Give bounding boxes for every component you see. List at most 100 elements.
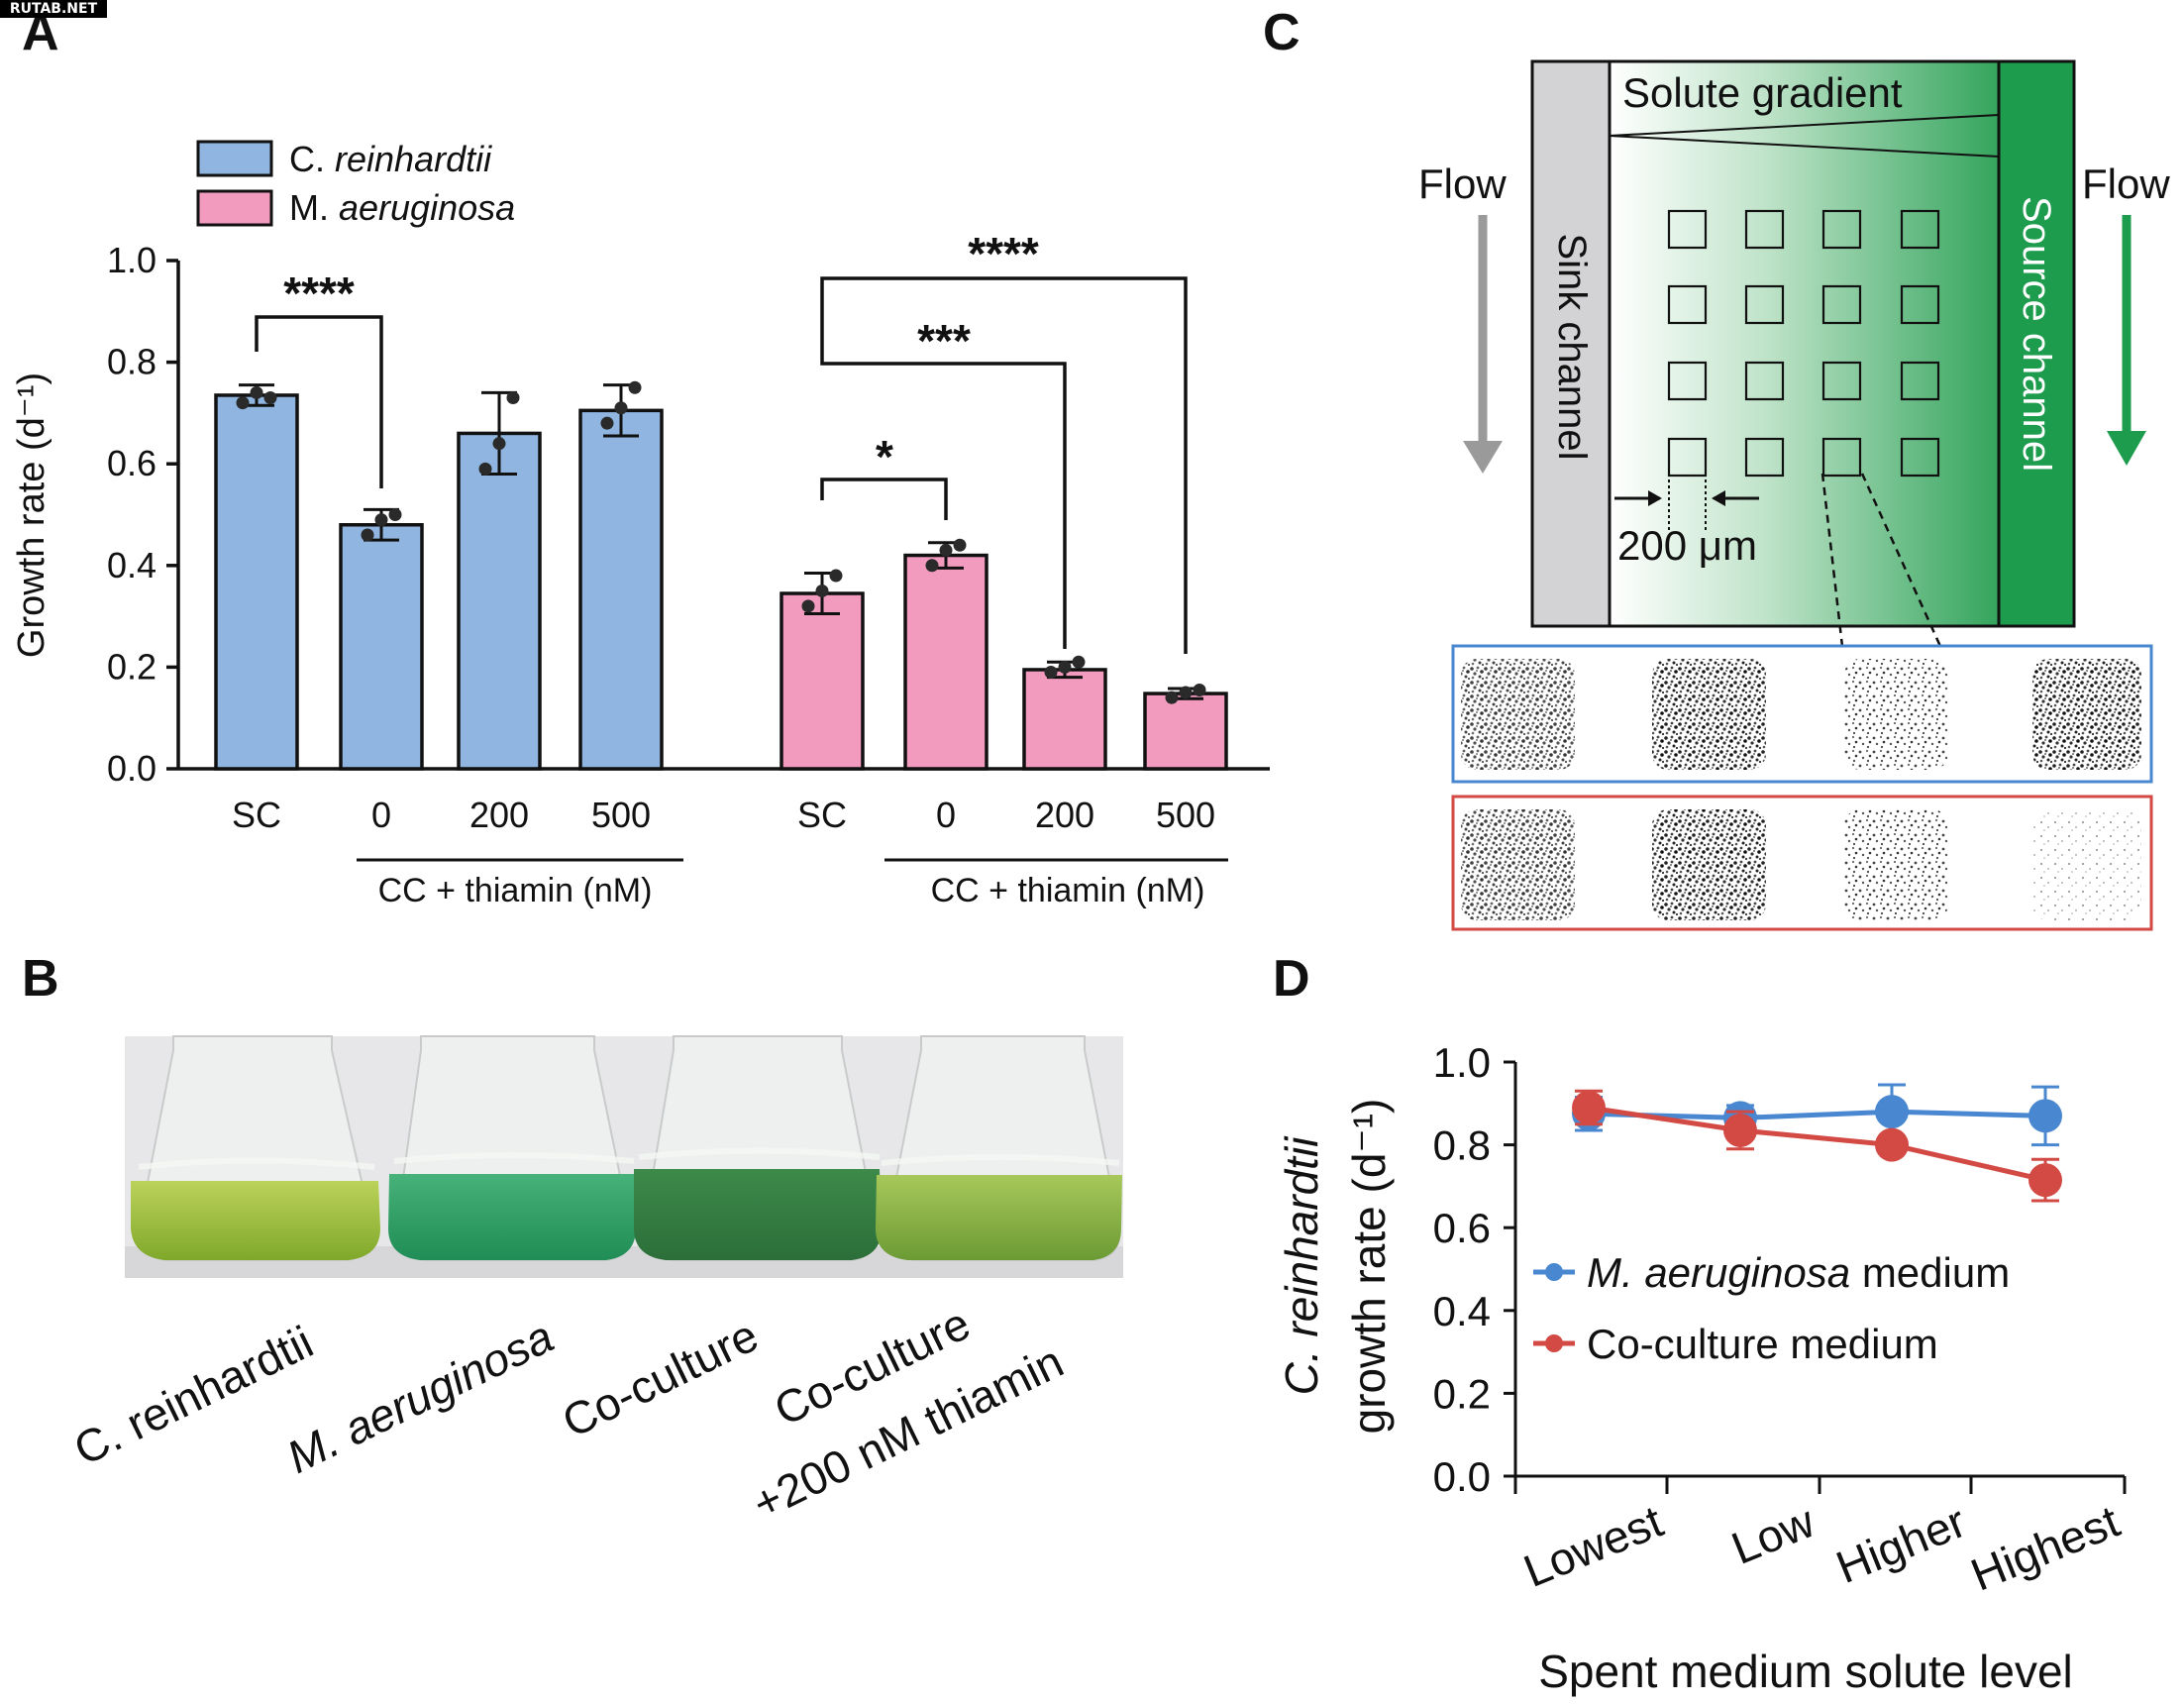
y-axis-label-a: Growth rate (d⁻¹) — [11, 373, 52, 658]
y-tick-label-a: 0.6 — [107, 443, 156, 483]
x-tick-label-a: 0 — [371, 795, 391, 835]
data-point — [1044, 666, 1058, 680]
bar — [457, 431, 542, 771]
legend-label-d-1: M. aeruginosa medium — [1587, 1249, 2010, 1296]
data-point — [388, 508, 402, 521]
data-point — [1072, 655, 1086, 669]
sig-label-4: **** — [968, 228, 1039, 279]
series-point-d — [1572, 1090, 1606, 1124]
chip-outline — [1530, 59, 2076, 628]
y-tick-label-a: 0.0 — [107, 748, 156, 789]
significance-brackets — [255, 276, 1188, 654]
bar — [903, 553, 988, 771]
x-tick-label-a: 500 — [1156, 795, 1215, 835]
bar — [578, 408, 664, 771]
chamber — [1744, 284, 1785, 325]
panel-label-b: B — [22, 950, 59, 1008]
micrograph-blue-3 — [1844, 659, 1948, 770]
flow-arrow-gray — [1463, 215, 1503, 474]
data-point — [614, 401, 628, 415]
series-line-d — [1588, 1105, 2046, 1183]
legend-label-m-aeruginosa: M. aeruginosa — [289, 187, 515, 228]
panel-label-c: C — [1263, 4, 1300, 61]
flask-photo — [125, 1035, 1123, 1278]
group-sublabel-1: CC + thiamin (nM) — [378, 872, 653, 909]
bar — [1022, 668, 1107, 771]
micrograph-blue-1 — [1461, 659, 1575, 770]
data-point — [925, 559, 939, 573]
sig-bracket-1 — [255, 315, 383, 488]
legend-label-c-reinhardtii: C. reinhardtii — [289, 139, 492, 179]
legend-marker-blue — [1545, 1263, 1563, 1281]
flow-arrow-green — [2107, 215, 2146, 466]
bar — [339, 523, 424, 771]
scale-bar-label: 200 μm — [1617, 522, 1757, 569]
flask-label-2: M. aeruginosa — [279, 1310, 562, 1483]
data-point — [628, 380, 642, 394]
x-tick-labels-a: SC 0 200 500 SC 0 200 500 — [232, 795, 1215, 835]
series-point-d — [1875, 1127, 1909, 1162]
sig-bracket-2 — [820, 478, 948, 520]
sink-channel — [1530, 59, 1612, 628]
chamber — [1821, 361, 1862, 401]
series-point-d — [2028, 1099, 2062, 1133]
legend-label-d-2: Co-culture medium — [1587, 1321, 1938, 1367]
chamber — [1744, 209, 1785, 250]
panel-c: C Sink channel Source channel Solute gra… — [1263, 4, 2170, 931]
data-point — [829, 569, 843, 583]
micrograph-blue-2 — [1652, 659, 1766, 770]
data-point — [815, 584, 829, 597]
scale-bar — [1614, 474, 1759, 530]
zoom-line-2 — [1860, 473, 1950, 665]
chamber — [1900, 361, 1940, 401]
panel-a: A C. reinhardtii M. aeruginosa 0.00.20.4… — [11, 4, 1270, 909]
y-tick-label-d: 0.2 — [1433, 1370, 1491, 1417]
chamber — [1821, 209, 1862, 250]
foam-lines — [138, 1147, 1120, 1170]
data-point — [374, 513, 388, 527]
chamber — [1667, 437, 1708, 478]
data-point — [236, 396, 250, 410]
flow-right-label: Flow — [2082, 160, 2170, 207]
flask-label-1: C. reinhardtii — [66, 1316, 321, 1475]
x-tick-label-d: Low — [1724, 1495, 1821, 1574]
data-point — [600, 416, 614, 430]
flask-1-liquid — [131, 1181, 380, 1260]
panel-b: B C. reinhardtii M. aeruginosa Co-cultur… — [22, 950, 1123, 1530]
data-point — [263, 391, 277, 405]
y-tick-label-d: 0.6 — [1433, 1205, 1491, 1251]
x-tick-label-a: SC — [797, 795, 847, 835]
sig-label-2: * — [876, 431, 893, 482]
gradient-field — [1610, 61, 2001, 626]
x-tick-label-a: SC — [232, 795, 281, 835]
sig-label-3: *** — [917, 315, 971, 367]
x-tick-label-a: 200 — [1035, 795, 1094, 835]
gradient-wedge — [1609, 114, 2000, 158]
y-axis-label-d-rest: growth rate (d⁻¹) — [1343, 1099, 1395, 1435]
micrograph-red-3 — [1844, 809, 1948, 920]
y-tick-label-d: 0.4 — [1433, 1288, 1491, 1334]
legend-swatch-pink — [196, 189, 273, 227]
x-tick-label-d: Highest — [1964, 1495, 2127, 1601]
y-tick-label-d: 1.0 — [1433, 1039, 1491, 1086]
panel-label-d: D — [1273, 950, 1310, 1008]
group-sublabel-2: CC + thiamin (nM) — [931, 872, 1205, 909]
zoom-line-1 — [1820, 473, 1846, 665]
data-point — [506, 391, 520, 405]
data-point — [361, 528, 374, 542]
data-point — [801, 599, 815, 613]
data-point — [1165, 691, 1179, 704]
data-point — [939, 543, 953, 557]
micrograph-red-2 — [1652, 809, 1766, 920]
chamber — [1900, 437, 1940, 478]
chamber — [1821, 284, 1862, 325]
y-tick-label-a: 0.2 — [107, 646, 156, 687]
source-channel — [1997, 59, 2076, 628]
chamber — [1744, 361, 1785, 401]
series-d — [1572, 1083, 2062, 1203]
x-tick-label-d: Higher — [1829, 1495, 1973, 1593]
flask-3-liquid — [634, 1169, 882, 1260]
legend-swatch-blue — [196, 140, 273, 177]
